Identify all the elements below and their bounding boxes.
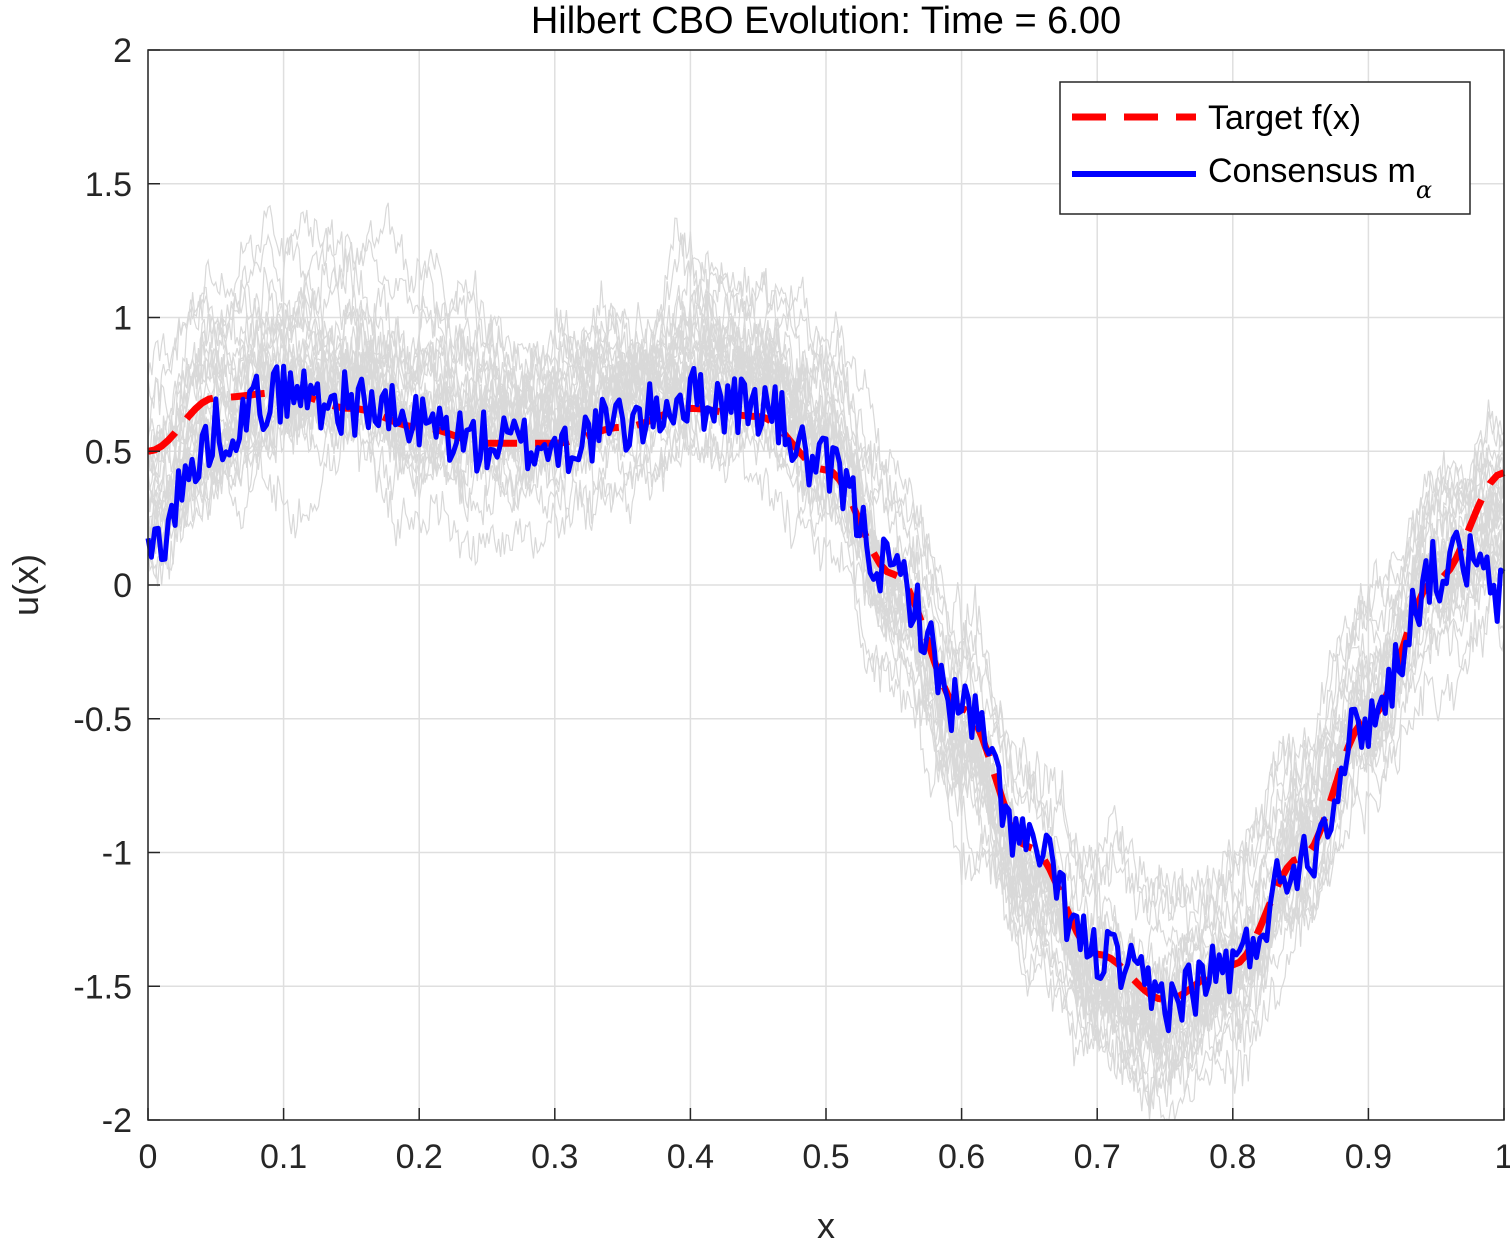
chart-title: Hilbert CBO Evolution: Time = 6.00 [531, 0, 1121, 42]
x-tick-label: 0.4 [667, 1138, 714, 1176]
particle-line [147, 204, 1505, 997]
series-lines [145, 363, 1506, 1034]
particle-line [147, 334, 1505, 1110]
y-tick-label: -0.5 [73, 701, 132, 739]
x-tick-label: 0 [139, 1138, 158, 1176]
y-tick-label: -1 [102, 835, 132, 873]
particle-line [147, 339, 1505, 1057]
legend-box [1059, 81, 1471, 215]
x-tick-label: 1 [1495, 1138, 1510, 1176]
x-tick-label: 0.3 [531, 1138, 578, 1176]
x-tick-label: 0.5 [802, 1138, 849, 1176]
legend-consensus-label: Consensus mα [1208, 152, 1432, 204]
y-tick-label: -2 [102, 1102, 132, 1140]
x-axis-label: x [817, 1205, 835, 1243]
y-tick-label: 0.5 [85, 433, 132, 471]
y-tick-label: 0 [113, 567, 132, 605]
x-tick-label: 0.6 [938, 1138, 985, 1176]
y-tick-label: 1 [113, 300, 132, 338]
y-tick-label: -1.5 [73, 968, 132, 1006]
particle-line [147, 333, 1505, 1017]
y-tick-label: 2 [113, 32, 132, 70]
x-tick-label: 0.2 [396, 1138, 443, 1176]
x-tick-label: 0.9 [1345, 1138, 1392, 1176]
legend-target-label: Target f(x) [1208, 99, 1361, 137]
y-tick-label: 1.5 [85, 166, 132, 204]
x-tick-label: 0.1 [260, 1138, 307, 1176]
legend: Target f(x) Consensus mα [1059, 81, 1471, 215]
axis-ticks: 0 0.1 0.2 0.3 0.4 0.5 0.6 0.7 0.8 0.9 1 2 1.5 1 0.5 0 -0… [73, 32, 1510, 1176]
particle-line [147, 383, 1505, 1052]
legend-consensus-subscript: α [1416, 176, 1432, 204]
x-tick-label: 0.7 [1074, 1138, 1121, 1176]
consensus-line [145, 363, 1506, 1034]
legend-consensus-name: Consensus m [1208, 152, 1416, 190]
y-axis-label: u(x) [5, 554, 46, 616]
x-tick-label: 0.8 [1209, 1138, 1256, 1176]
